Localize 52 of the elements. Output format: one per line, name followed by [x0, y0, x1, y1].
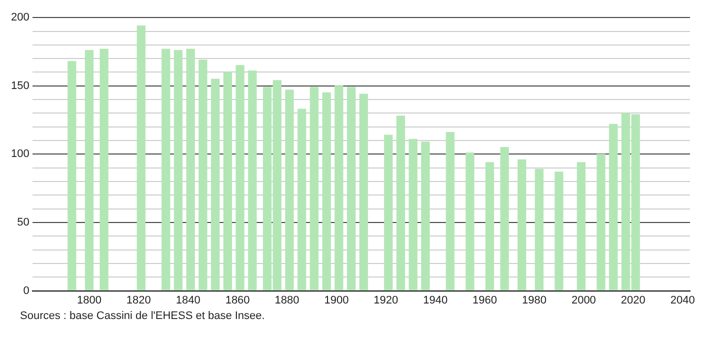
bar	[384, 134, 393, 291]
x-tick-label: 1840	[176, 294, 200, 306]
bar	[359, 94, 368, 291]
bar	[298, 108, 306, 291]
bar	[210, 78, 220, 291]
bar	[596, 154, 606, 291]
bar	[136, 25, 146, 291]
bar	[248, 70, 257, 291]
y-tick-label: 100	[10, 148, 30, 160]
bar	[500, 147, 509, 291]
bar	[534, 168, 544, 291]
bar	[609, 124, 618, 291]
bar	[236, 65, 244, 291]
bar	[554, 172, 564, 291]
bar	[421, 142, 430, 291]
bar	[485, 162, 494, 291]
y-tick-label: 150	[10, 80, 30, 92]
x-tick-label: 1980	[522, 294, 546, 306]
bar	[68, 60, 76, 291]
bar	[84, 50, 94, 291]
bar	[346, 86, 356, 291]
x-tick-label: 1800	[76, 294, 102, 306]
x-tick-label: 1860	[225, 294, 250, 306]
bar	[396, 116, 406, 291]
x-tick-label: 1960	[472, 294, 498, 306]
bar	[198, 60, 208, 291]
x-tick-label: 2020	[620, 294, 646, 306]
x-tick-label: 1820	[126, 294, 151, 306]
bar	[223, 72, 232, 291]
source-note: Sources : base Cassini de l'EHESS et base Insee.	[20, 310, 266, 322]
bar	[100, 48, 108, 291]
x-tick-label: 1900	[324, 294, 349, 306]
x-tick-label: 1920	[374, 294, 398, 306]
x-tick-label: 1880	[274, 294, 300, 306]
x-tick-label: 2040	[670, 294, 695, 306]
x-tick-label: 1940	[423, 294, 448, 306]
bar	[186, 48, 195, 291]
x-tick-label: 2000	[571, 294, 596, 306]
bar	[408, 138, 418, 291]
y-tick-label: 200	[10, 12, 30, 24]
bar	[576, 162, 586, 291]
bar	[518, 159, 526, 291]
bar	[322, 92, 331, 291]
bar	[446, 132, 455, 291]
bar	[162, 48, 170, 291]
bar	[310, 86, 319, 291]
bar	[334, 86, 344, 291]
bar	[174, 50, 183, 291]
y-tick-label: 0	[23, 284, 30, 297]
bar	[466, 152, 474, 291]
y-tick-label: 50	[17, 216, 30, 229]
bar	[285, 90, 294, 291]
